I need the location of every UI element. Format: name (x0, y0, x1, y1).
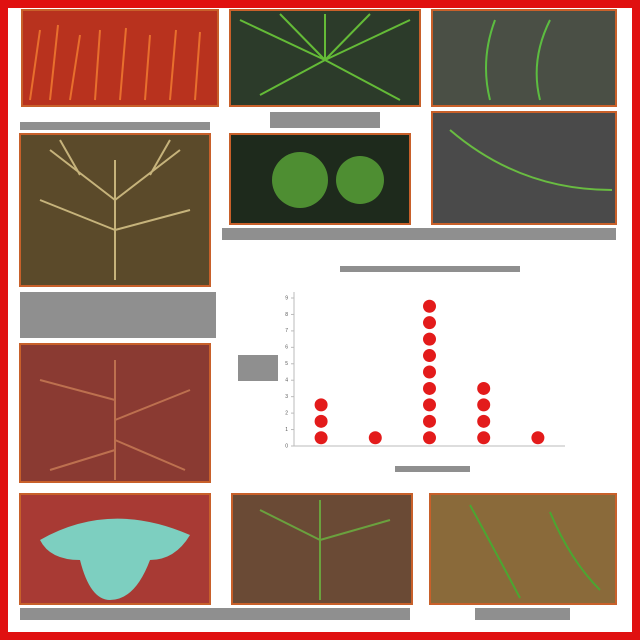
image-texture (39, 139, 191, 280)
dot (477, 398, 491, 412)
image-texture (239, 13, 411, 101)
caption-blur (222, 228, 616, 240)
title-blur (340, 266, 520, 272)
caption-blur (475, 608, 570, 620)
dot (477, 381, 491, 395)
dot (368, 431, 382, 445)
caption-blur (20, 608, 410, 620)
y-tick-label: 4 (285, 378, 288, 384)
dot (423, 398, 436, 412)
image-texture (259, 500, 391, 600)
axis-label-blur (395, 466, 470, 472)
y-tick-label: 1 (285, 427, 288, 433)
dot (423, 332, 436, 346)
chart: 0 1 2 3 4 5 6 7 8 9 (238, 266, 565, 472)
dot (423, 349, 436, 363)
y-tick-label: 6 (285, 345, 288, 351)
dot (314, 431, 328, 445)
dot (531, 431, 545, 445)
dot (423, 431, 436, 445)
image-panel (429, 493, 617, 605)
image-panel (231, 493, 413, 605)
image-texture (40, 518, 190, 600)
y-tick-label: 5 (285, 361, 288, 367)
image-texture (449, 129, 613, 191)
image-texture (485, 19, 551, 101)
caption-blur (20, 122, 210, 130)
y-tick-label: 9 (285, 295, 288, 301)
dot (423, 316, 436, 330)
axis-label-blur (238, 355, 278, 381)
y-tick-label: 3 (285, 394, 288, 400)
caption-blur (20, 292, 216, 338)
dot (423, 299, 436, 313)
dot (314, 398, 328, 412)
image-texture (39, 360, 191, 480)
y-tick-label: 0 (285, 443, 288, 449)
y-tick-label: 2 (285, 410, 288, 416)
dot (423, 414, 436, 428)
image-panel (431, 9, 617, 107)
dot (314, 414, 328, 428)
image-texture (272, 152, 328, 208)
image-panel (431, 111, 617, 225)
caption-blur (270, 112, 380, 128)
image-texture (336, 156, 384, 204)
dot (477, 414, 491, 428)
dot (423, 381, 436, 395)
dot (477, 431, 491, 445)
dot (423, 365, 436, 379)
y-tick-label: 7 (285, 328, 288, 334)
image-texture (29, 24, 201, 101)
image-texture (469, 504, 601, 599)
y-tick-label: 8 (285, 312, 288, 318)
